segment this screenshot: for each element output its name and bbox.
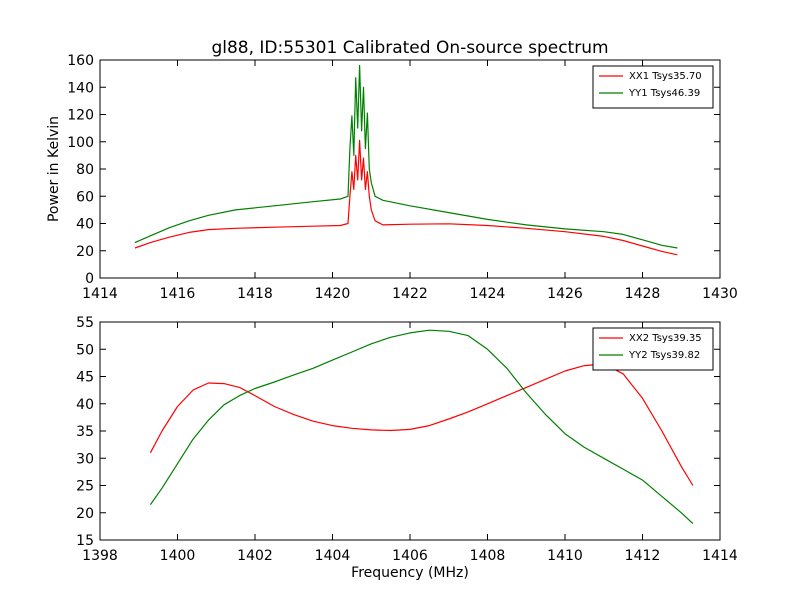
x-tick-label: 1408 [470, 548, 506, 564]
x-tick-label: 1418 [237, 286, 273, 302]
y-tick-label: 40 [76, 397, 94, 413]
x-tick-label: 1406 [392, 548, 428, 564]
x-tick-label: 1410 [547, 548, 583, 564]
x-tick-label: 1412 [625, 548, 661, 564]
x-axis-label: Frequency (MHz) [351, 565, 469, 581]
y-tick-label: 120 [67, 108, 94, 124]
y-axis-label: Power in Kelvin [46, 116, 62, 222]
chart-bottom: 1398 1400 1402 1404 1406 1408 1410 1412 1414 15 20… [76, 315, 738, 581]
figure-title: gl88, ID:55301 Calibrated On-source spec… [211, 38, 608, 58]
x-tick-label: 1414 [702, 548, 738, 564]
series-line-1 [149, 363, 694, 486]
legend: XX1 Tsys35.70 YY1 Tsys46.39 [592, 65, 714, 109]
x-tick-label: 1400 [160, 548, 196, 564]
y-tick-label: 0 [85, 271, 94, 287]
legend-label-2: YY1 Tsys46.39 [628, 88, 700, 99]
series-line-2 [149, 329, 694, 525]
x-tick-label: 1424 [470, 286, 506, 302]
y-tick-label: 35 [76, 424, 94, 440]
y-tick-label: 30 [76, 451, 94, 467]
chart-top: 1414 1416 1418 1420 1422 1424 1426 1428 1430 0 20 4… [46, 53, 738, 302]
y-tick-label: 15 [76, 533, 94, 549]
x-tick-label: 1430 [702, 286, 738, 302]
x-tick-label: 1398 [82, 548, 118, 564]
x-tick-label: 1402 [237, 548, 273, 564]
x-tick-label: 1416 [160, 286, 196, 302]
y-tick-label: 55 [76, 315, 94, 331]
y-tick-label: 20 [76, 506, 94, 522]
y-tick-label: 45 [76, 370, 94, 386]
plot-area [134, 64, 678, 256]
legend-label-2: YY2 Tsys39.82 [628, 350, 700, 361]
y-tick-label: 50 [76, 342, 94, 358]
x-tick-label: 1404 [315, 548, 351, 564]
x-tick-label: 1422 [392, 286, 428, 302]
legend: XX2 Tsys39.35 YY2 Tsys39.82 [592, 327, 714, 371]
legend-label-1: XX1 Tsys35.70 [629, 71, 702, 82]
y-tick-label: 160 [67, 53, 94, 69]
series-line-2 [134, 64, 678, 249]
x-tick-label: 1426 [547, 286, 583, 302]
legend-box [592, 327, 714, 371]
legend-label-1: XX2 Tsys39.35 [629, 333, 702, 344]
x-tick-label: 1414 [82, 286, 118, 302]
x-tick-label: 1428 [625, 286, 661, 302]
series-line-1 [134, 139, 678, 256]
y-tick-label: 20 [76, 244, 94, 260]
y-tick-label: 40 [76, 217, 94, 233]
y-tick-label: 25 [76, 479, 94, 495]
y-tick-label: 100 [67, 135, 94, 151]
y-tick-label: 80 [76, 162, 94, 178]
y-tick-label: 60 [76, 189, 94, 205]
legend-box [592, 65, 714, 109]
x-tick-label: 1420 [315, 286, 351, 302]
y-tick-label: 140 [67, 80, 94, 96]
